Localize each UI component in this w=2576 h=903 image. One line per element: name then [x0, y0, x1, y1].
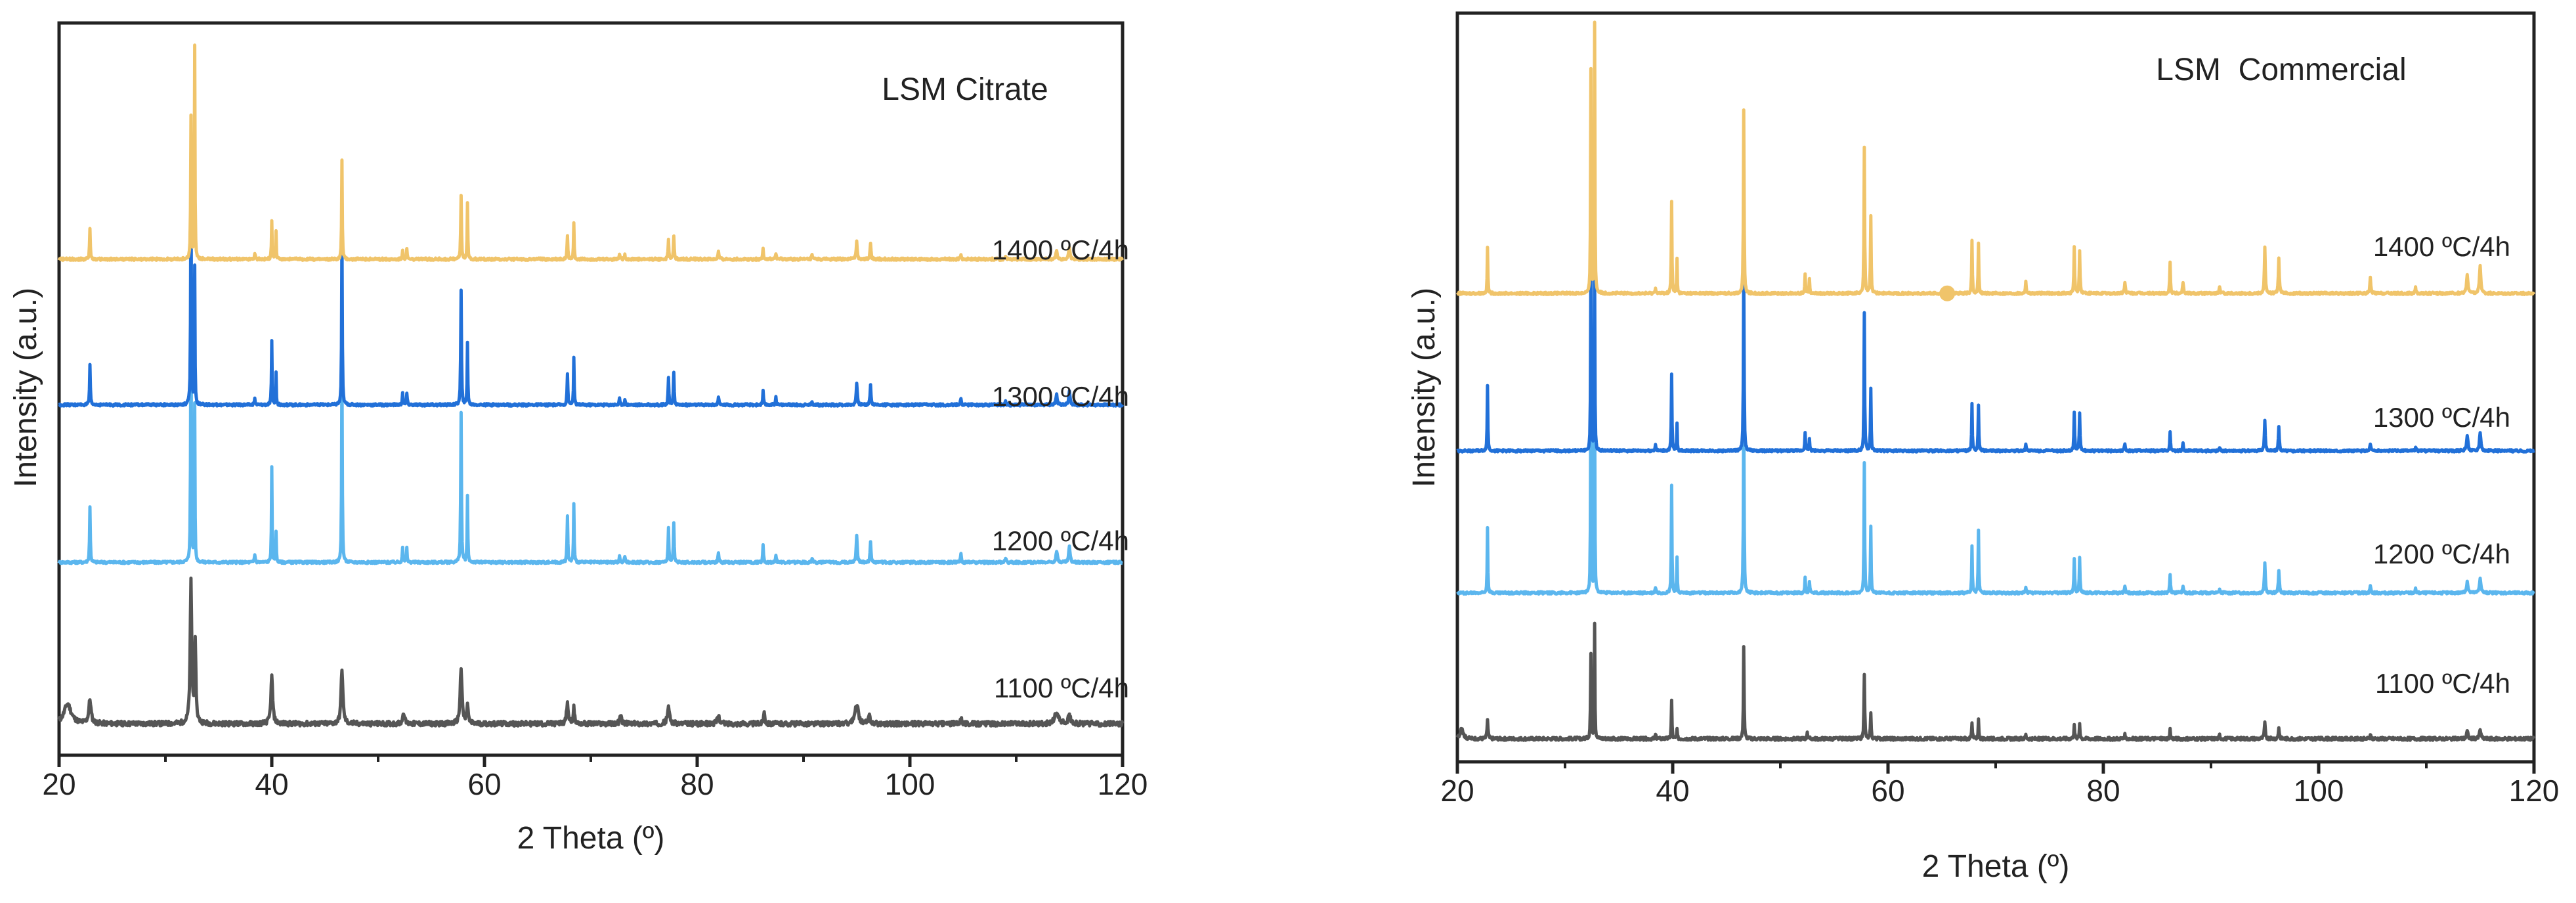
x-ticks: 20 40 60 80 100 120 [42, 755, 1148, 801]
series-labels: 1400 ºC/4h 1300 ºC/4h 1200 ºC/4h 1100 ºC… [2373, 231, 2510, 699]
series-line-1200 [57, 275, 1124, 565]
x-tick-label: 80 [2086, 774, 2120, 808]
x-tick-label: 100 [885, 767, 935, 801]
y-axis-label: Intensity (a.u.) [1407, 288, 1442, 487]
series-line-1300 [1456, 263, 2535, 454]
x-tick-label: 120 [2509, 774, 2560, 808]
series-line-1400 [57, 43, 1125, 262]
x-axis-label: 2 Theta (º) [517, 821, 665, 856]
series-label-1300: 1300 ºC/4h [992, 381, 1129, 412]
x-tick-label: 120 [1098, 767, 1148, 801]
series-label-1400: 1400 ºC/4h [2373, 231, 2510, 262]
series-line-1100 [57, 576, 1125, 728]
series-label-1200: 1200 ºC/4h [2373, 539, 2510, 569]
x-tick-label: 20 [42, 767, 75, 801]
plot-frame [1455, 11, 2536, 764]
curves [1455, 20, 2536, 742]
curves [57, 43, 1125, 728]
x-tick-label: 60 [1871, 774, 1904, 808]
x-tick-label: 40 [1656, 774, 1689, 808]
series-label-1100: 1100 ºC/4h [994, 672, 1129, 703]
series-line-1400 [1455, 20, 2536, 296]
x-ticks: 20 40 60 80 100 120 [1440, 762, 2559, 808]
series-label-1200: 1200 ºC/4h [992, 525, 1129, 556]
marker-point [1939, 285, 1956, 301]
x-tick-label: 60 [467, 767, 501, 801]
panel-title: LSM Citrate [882, 72, 1048, 107]
x-axis-label: 2 Theta (º) [1922, 849, 2070, 884]
series-line-1100 [1455, 621, 2536, 742]
series-line-1200 [1456, 359, 2535, 596]
series-label-1400: 1400 ºC/4h [992, 234, 1129, 265]
y-axis-label: Intensity (a.u.) [9, 288, 43, 487]
series-labels: 1400 ºC/4h 1300 ºC/4h 1200 ºC/4h 1100 ºC… [992, 234, 1129, 703]
x-tick-label: 40 [255, 767, 288, 801]
x-tick-label: 20 [1440, 774, 1474, 808]
panel-lsm-commercial: 1400 ºC/4h 1300 ºC/4h 1200 ºC/4h 1100 ºC… [1407, 11, 2559, 884]
x-tick-label: 80 [680, 767, 714, 801]
series-label-1100: 1100 ºC/4h [2375, 668, 2510, 699]
plot-frame [57, 21, 1125, 757]
panel-title: LSM Commercial [2156, 53, 2406, 87]
series-label-1300: 1300 ºC/4h [2373, 402, 2510, 433]
x-tick-label: 100 [2294, 774, 2344, 808]
series-line-1300 [58, 157, 1125, 408]
panel-lsm-citrate: 1400 ºC/4h 1300 ºC/4h 1200 ºC/4h 1100 ºC… [9, 21, 1148, 856]
